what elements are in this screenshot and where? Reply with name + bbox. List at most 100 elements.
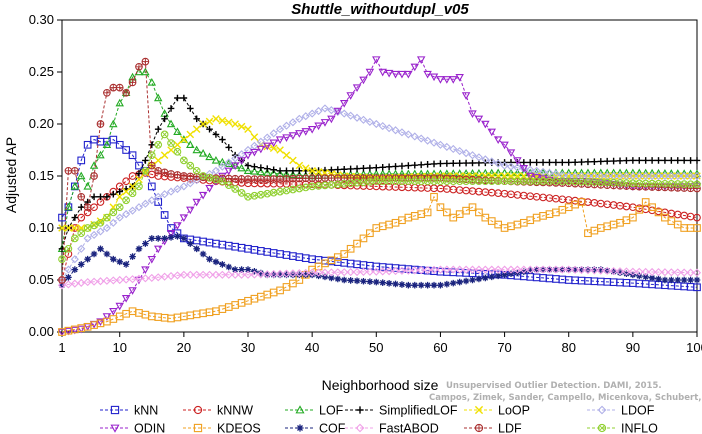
data-point: [103, 88, 111, 97]
data-point: [660, 171, 670, 181]
data-point: [591, 158, 598, 165]
data-point: [148, 235, 156, 242]
data-point: [186, 206, 195, 215]
data-point: [648, 274, 656, 282]
data-point: [103, 193, 111, 201]
data-point: [147, 196, 156, 205]
data-point: [263, 270, 272, 279]
y-tick-label: 0.30: [29, 12, 54, 27]
data-point: [346, 268, 355, 277]
legend-label: FastABOD: [379, 422, 439, 434]
data-point: [429, 138, 439, 147]
data-point: [180, 135, 188, 144]
data-point: [603, 222, 612, 231]
data-point: [270, 271, 277, 279]
x-tick-label: 100: [686, 340, 702, 355]
data-point: [167, 224, 175, 232]
data-point: [295, 161, 304, 170]
data-point: [494, 272, 502, 280]
data-point: [83, 224, 92, 232]
data-point: [468, 203, 477, 212]
data-point: [192, 270, 201, 279]
data-point: [487, 265, 496, 274]
data-point: [186, 172, 195, 181]
data-point: [519, 265, 528, 274]
data-point: [596, 179, 606, 188]
data-point: [565, 159, 573, 166]
data-point: [154, 125, 162, 133]
data-point: [314, 268, 323, 277]
data-point: [109, 83, 118, 92]
data-point: [89, 277, 99, 286]
data-point: [404, 177, 413, 186]
data-point: [192, 198, 201, 207]
data-point: [116, 188, 124, 195]
data-point: [153, 93, 163, 102]
data-point: [122, 196, 130, 205]
x-tick-label: 70: [497, 340, 511, 355]
data-point: [128, 151, 137, 160]
data-point: [141, 166, 150, 175]
legend-label: kNN: [134, 404, 158, 418]
series-cof: [58, 233, 701, 289]
data-point: [571, 266, 579, 273]
data-point: [680, 172, 688, 180]
data-point: [263, 271, 271, 279]
data-point: [96, 277, 105, 286]
data-point: [584, 172, 592, 180]
data-point: [366, 229, 374, 238]
data-point: [77, 278, 86, 287]
data-point: [301, 164, 310, 172]
data-point: [154, 166, 163, 175]
data-point: [224, 174, 233, 183]
data-point: [481, 155, 490, 164]
data-point: [115, 302, 124, 311]
data-point: [320, 119, 330, 127]
data-point: [545, 168, 554, 177]
series-simplifiedlof: [58, 94, 701, 253]
data-point: [199, 120, 207, 128]
data-point: [654, 268, 663, 277]
data-point: [398, 216, 406, 225]
data-point: [212, 131, 220, 138]
data-point: [308, 271, 316, 279]
data-point: [237, 175, 246, 183]
data-point: [693, 157, 701, 164]
data-point: [302, 271, 310, 279]
data-point: [275, 136, 285, 145]
data-point: [173, 271, 182, 280]
data-point: [167, 139, 175, 147]
data-point: [288, 269, 297, 278]
data-point: [417, 281, 425, 289]
data-point: [276, 271, 284, 279]
data-point: [115, 203, 124, 212]
data-point: [301, 128, 310, 136]
data-point: [90, 250, 98, 258]
data-point: [436, 203, 445, 212]
data-point: [583, 266, 593, 275]
data-point: [269, 139, 278, 148]
data-point: [513, 157, 522, 165]
data-point: [327, 268, 336, 277]
data-point: [320, 104, 330, 113]
data-point: [160, 168, 169, 177]
data-point: [654, 172, 663, 180]
data-point: [410, 132, 419, 141]
data-point: [141, 266, 150, 275]
chart-title: Shuttle_withoutdupl_v05: [291, 1, 469, 18]
data-point: [423, 265, 432, 275]
data-point: [430, 281, 438, 289]
data-point: [442, 76, 452, 84]
data-point: [128, 182, 137, 191]
data-point: [641, 198, 650, 206]
data-point: [166, 230, 176, 238]
data-point: [328, 274, 335, 282]
data-point: [635, 172, 644, 180]
data-point: [609, 266, 618, 276]
data-point: [218, 177, 227, 186]
data-point: [102, 140, 112, 148]
data-point: [359, 267, 368, 276]
data-point: [251, 163, 258, 170]
data-point: [179, 270, 188, 279]
data-point: [667, 171, 676, 181]
